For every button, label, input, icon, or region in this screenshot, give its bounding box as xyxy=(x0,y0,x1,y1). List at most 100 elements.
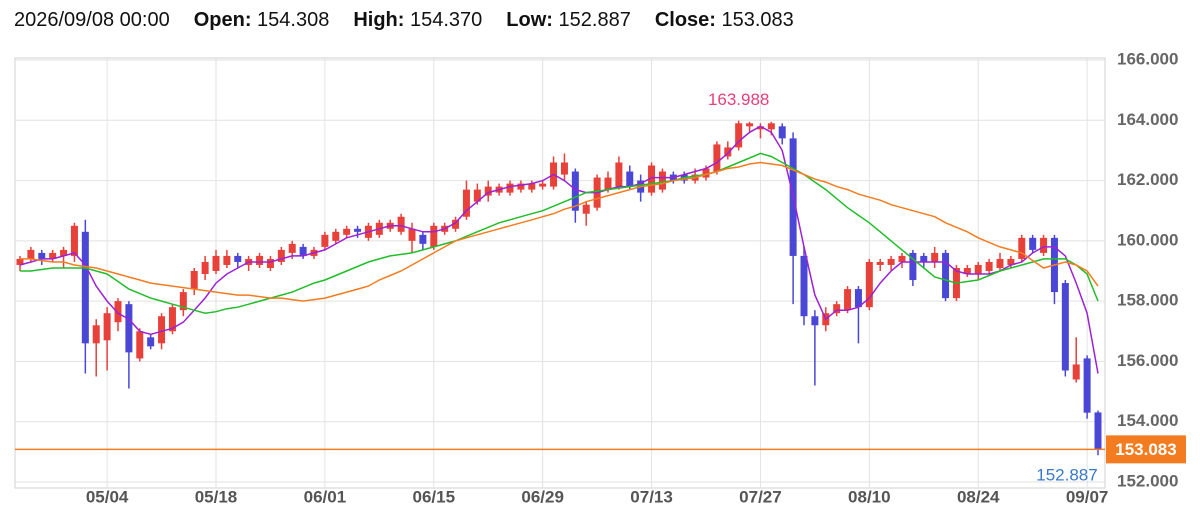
candle-body xyxy=(452,219,460,229)
candle-body xyxy=(974,264,982,275)
x-tick-label: 08/24 xyxy=(957,487,1000,506)
candle-body xyxy=(408,228,416,241)
candle-body xyxy=(800,255,808,317)
candle-body xyxy=(887,258,895,265)
x-tick-label: 05/18 xyxy=(195,487,238,506)
header: 2026/09/08 00:00 Open: 154.308 High: 154… xyxy=(14,9,794,32)
candle-body xyxy=(582,204,590,214)
candle-body xyxy=(234,255,242,262)
header-date: 2026/09/08 00:00 xyxy=(14,9,170,31)
candle-body xyxy=(1083,358,1091,413)
candle-body xyxy=(963,267,971,275)
candle-body xyxy=(397,216,405,232)
candle-body xyxy=(833,304,841,314)
candle-body xyxy=(876,261,884,265)
candle-body xyxy=(70,225,78,256)
candle-body xyxy=(615,162,623,187)
candle-body xyxy=(1007,258,1015,265)
annotation-label: 152.887 xyxy=(1036,466,1097,485)
field-value: 152.887 xyxy=(558,9,631,31)
candle-body xyxy=(702,168,710,178)
candle-body xyxy=(147,337,155,347)
candle-body xyxy=(560,162,568,175)
moving-average-line xyxy=(19,125,1099,374)
field-value: 153.083 xyxy=(721,9,794,31)
candle-body xyxy=(648,165,656,193)
candle-body xyxy=(430,225,438,247)
header-field: Open: 154.308 xyxy=(194,9,330,32)
last-price-label: 153.083 xyxy=(1115,440,1176,459)
candle-body xyxy=(484,186,492,196)
candle-body xyxy=(462,189,470,217)
y-tick-label: 166.000 xyxy=(1117,49,1178,68)
header-field: Low: 152.887 xyxy=(506,9,631,32)
candle-body xyxy=(60,249,68,256)
y-tick-label: 164.000 xyxy=(1117,110,1178,129)
candle-body xyxy=(321,234,329,247)
y-tick-label: 162.000 xyxy=(1117,170,1178,189)
y-tick-label: 158.000 xyxy=(1117,291,1178,310)
candle-body xyxy=(179,292,187,311)
candle-body xyxy=(756,126,764,130)
x-tick-label: 08/10 xyxy=(848,487,891,506)
header-field: Close: 153.083 xyxy=(655,9,794,32)
candle-body xyxy=(1040,237,1048,253)
candle-body xyxy=(1094,412,1102,450)
candle-body xyxy=(658,171,666,190)
candle-body xyxy=(604,177,612,190)
candle-body xyxy=(909,252,917,281)
candle-body xyxy=(343,228,351,235)
candle-body xyxy=(168,307,176,332)
candle-body xyxy=(81,231,89,344)
candle-body xyxy=(767,123,775,130)
candle-body xyxy=(517,183,525,190)
candle-body xyxy=(38,252,46,259)
candle-body xyxy=(158,316,166,344)
candle-body xyxy=(844,289,852,311)
candle-body xyxy=(985,261,993,271)
candle-body xyxy=(288,243,296,253)
candle-body xyxy=(190,271,198,290)
candle-body xyxy=(735,123,743,148)
candle-body xyxy=(266,258,274,268)
candle-body xyxy=(1061,283,1069,371)
candle-body xyxy=(539,183,547,187)
candle-body xyxy=(103,313,111,341)
candle-body xyxy=(898,255,906,262)
candle-body xyxy=(332,231,340,241)
candle-body xyxy=(212,255,220,271)
header-field: High: 154.370 xyxy=(353,9,482,32)
y-tick-label: 152.000 xyxy=(1117,471,1178,490)
candle-body xyxy=(136,331,144,359)
candle-body xyxy=(223,255,231,265)
candle-body xyxy=(256,255,264,265)
x-tick-label: 06/29 xyxy=(521,487,564,506)
candle-body xyxy=(931,252,939,262)
candle-body xyxy=(854,289,862,308)
candle-body xyxy=(713,144,721,172)
candle-body xyxy=(811,316,819,326)
annotation-label: 163.988 xyxy=(708,90,769,109)
field-label: Open: xyxy=(193,9,252,31)
candle-body xyxy=(865,261,873,308)
moving-average-line xyxy=(20,152,1099,314)
candle-body xyxy=(528,183,536,190)
field-label: Close: xyxy=(654,9,716,31)
candle-body xyxy=(942,252,950,299)
candle-body xyxy=(354,228,362,232)
x-tick-label: 06/15 xyxy=(413,487,456,506)
candle-body xyxy=(746,123,754,127)
candle-body xyxy=(1072,364,1080,380)
candle-body xyxy=(125,304,133,353)
candle-body xyxy=(201,261,209,275)
y-tick-label: 156.000 xyxy=(1117,351,1178,370)
y-tick-label: 154.000 xyxy=(1117,411,1178,430)
candle-body xyxy=(571,171,579,211)
candle-body xyxy=(277,249,285,262)
candle-body xyxy=(1029,237,1037,250)
candle-body xyxy=(299,246,307,256)
field-label: Low: xyxy=(506,9,553,31)
candle-body xyxy=(92,325,100,344)
